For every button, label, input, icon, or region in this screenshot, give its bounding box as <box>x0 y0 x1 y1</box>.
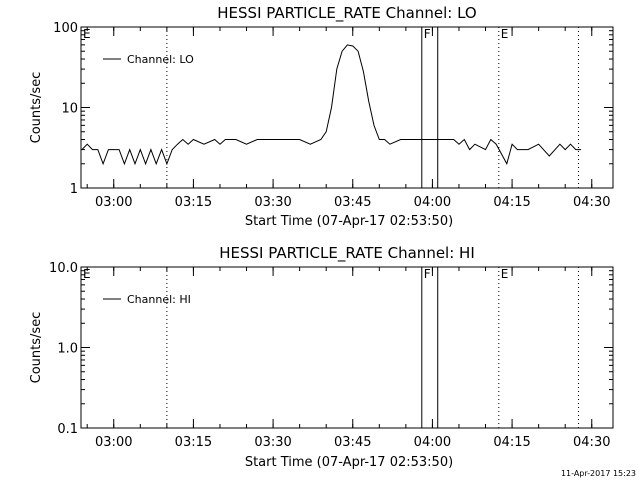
x-tick-label: 03:00 <box>95 195 132 210</box>
legend-label: Channel: HI <box>127 293 191 306</box>
x-tick-label: 04:00 <box>414 195 451 210</box>
marker-label: F <box>424 267 431 281</box>
y-tick-label: 10.0 <box>49 261 78 276</box>
marker-label: E <box>501 267 509 281</box>
y-tick-label: 0.1 <box>57 422 78 437</box>
plot-frame <box>80 266 614 429</box>
x-tick-label: 03:45 <box>334 435 371 450</box>
y-tick-label: 10 <box>61 102 78 117</box>
x-tick-label: 03:45 <box>334 195 371 210</box>
x-tick-label: 03:30 <box>254 435 291 450</box>
x-axis-label: Start Time (07-Apr-17 02:53:50) <box>245 214 453 229</box>
x-tick-label: 04:30 <box>573 435 610 450</box>
x-tick-label: 04:15 <box>493 435 530 450</box>
y-tick-label: 1.0 <box>57 342 78 357</box>
x-tick-label: 03:00 <box>95 435 132 450</box>
y-axis-label: Counts/sec <box>29 72 44 144</box>
x-tick-label: 04:30 <box>573 195 610 210</box>
x-axis-label: Start Time (07-Apr-17 02:53:50) <box>245 455 453 470</box>
timestamp-footer: 11-Apr-2017 15:23 <box>561 469 636 478</box>
panel-lo: HESSI PARTICLE_RATE Channel: LO 1 10 100 03:… <box>29 4 614 229</box>
x-tick-label: 03:15 <box>175 195 212 210</box>
chart-title: HESSI PARTICLE_RATE Channel: LO <box>217 4 476 23</box>
x-tick-label: 03:15 <box>175 435 212 450</box>
marker-label: E <box>501 27 509 41</box>
y-axis-label: Counts/sec <box>29 312 44 384</box>
y-tick-label: 100 <box>53 21 78 36</box>
x-tick-label: 04:00 <box>414 435 451 450</box>
marker-label: E <box>83 27 91 41</box>
y-tick-label: 1 <box>70 182 78 197</box>
x-tick-label: 04:15 <box>493 195 530 210</box>
series-line <box>81 44 582 166</box>
legend-label: Channel: LO <box>127 53 194 66</box>
marker-label: E <box>83 267 91 281</box>
marker-label: F <box>424 27 431 41</box>
chart-title: HESSI PARTICLE_RATE Channel: HI <box>219 244 475 263</box>
x-tick-label: 03:30 <box>254 195 291 210</box>
panel-hi: HESSI PARTICLE_RATE Channel: HI 0.1 1.0 10.… <box>29 244 614 470</box>
plot-frame <box>80 26 614 189</box>
